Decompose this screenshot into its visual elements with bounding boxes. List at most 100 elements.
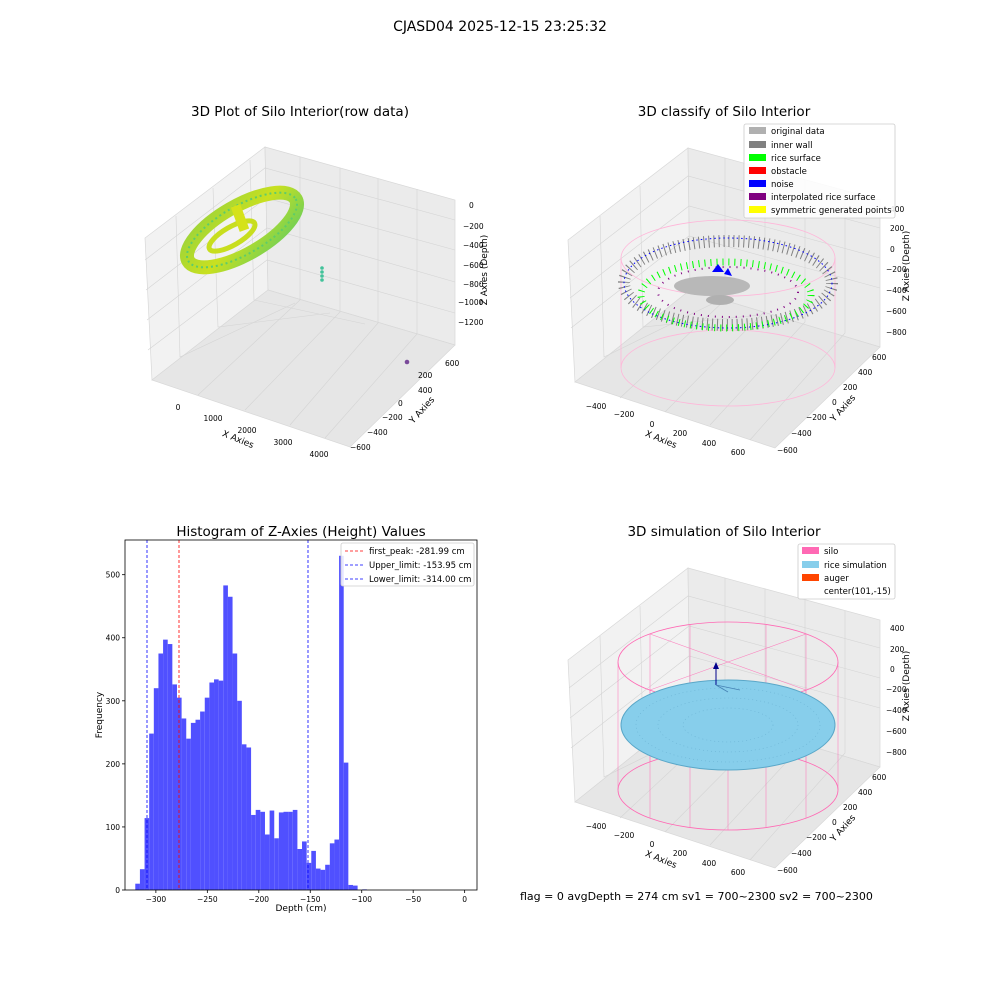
panel2-x-tick-0: −400: [586, 402, 607, 411]
legend-swatch: [749, 206, 766, 213]
panel1-y-tick-3: 0: [398, 399, 403, 408]
histogram-bar: [190, 722, 196, 890]
histogram-bar: [302, 841, 307, 890]
panel1-x-ticks: 0 1000 2000 3000 4000: [176, 403, 329, 459]
panel2-x-tick-4: 400: [702, 439, 717, 448]
histogram-bar: [135, 883, 140, 890]
panel2-z-tick-6: −800: [886, 328, 907, 337]
panel2-y-tick-3: 0: [832, 398, 837, 407]
panel4-z-tick-0: 400: [890, 624, 905, 633]
histogram-bar: [223, 585, 228, 890]
panel2-point-cloud: [618, 219, 838, 407]
panel2-z-label: Z Axies (Depth): [902, 231, 912, 302]
panel1-x-tick-3: 3000: [273, 438, 292, 447]
histogram-bar: [241, 744, 247, 890]
histogram-bar: [186, 738, 191, 890]
panel1-point-cloud: [179, 185, 410, 365]
histogram-bar: [339, 555, 344, 890]
histogram-bar: [204, 697, 210, 890]
panel2-x-ticks: −400 −200 0 200 400 600: [586, 402, 746, 457]
legend-entry: inner wall: [749, 141, 812, 151]
legend-entry: original data: [749, 127, 825, 137]
legend-label: symmetric generated points: [771, 206, 892, 216]
panel1-floor: [151, 289, 456, 448]
legend-swatch: [749, 180, 766, 187]
histogram-x-tick-label: −100: [351, 895, 372, 904]
histogram-bar: [153, 688, 159, 890]
histogram-x-tick-label: −250: [197, 895, 218, 904]
panel4-title: 3D simulation of Silo Interior: [627, 524, 821, 540]
histogram-bar: [352, 885, 358, 890]
histogram-bar: [237, 700, 242, 890]
histogram-bar: [149, 733, 154, 890]
histogram-bar: [315, 868, 321, 890]
legend-label: original data: [771, 127, 825, 137]
legend-entry: interpolated rice surface: [749, 193, 876, 203]
panel4-z-tick-5: −600: [886, 727, 907, 736]
histogram-bar: [306, 862, 312, 890]
histogram-bar: [158, 653, 164, 890]
histogram-bar: [232, 653, 238, 890]
legend-swatch: [749, 141, 766, 148]
panel1-z-label: Z Axies (Depth): [480, 235, 490, 306]
legend-label: rice simulation: [824, 561, 887, 571]
legend-entry: noise: [749, 180, 794, 190]
histogram-x-tick-label: −150: [300, 895, 321, 904]
histogram-bar: [214, 679, 219, 890]
histogram-bar: [172, 684, 177, 890]
panel1-y-tick-5: −400: [367, 428, 388, 437]
histogram-legend: first_peak: -281.99 cm Upper_limit: -153…: [340, 542, 475, 587]
histogram-x-tick-label: −200: [248, 895, 269, 904]
panel4-y-tick-4: −200: [806, 833, 827, 842]
panel-classify: 3D classify of Silo Interior: [567, 104, 912, 457]
panel2-gridlines: [568, 158, 881, 441]
panel2-y-tick-6: −600: [777, 446, 798, 455]
histogram-bar: [255, 809, 261, 890]
histogram-bar: [163, 639, 168, 890]
panel1-x-tick-0: 0: [176, 403, 181, 412]
panel2-title: 3D classify of Silo Interior: [638, 104, 811, 120]
histogram-bar: [297, 849, 303, 890]
histogram-bar: [209, 682, 215, 890]
legend-entry: rice surface: [749, 154, 821, 164]
histogram-bar: [269, 810, 275, 890]
legend-entry: rice simulation: [802, 561, 887, 571]
panel2-y-tick-0: 600: [872, 353, 887, 362]
histogram-y-tick-label: 300: [106, 697, 121, 706]
histogram-bar: [195, 719, 201, 890]
histogram-bar: [144, 818, 150, 890]
histogram-y-tick-label: 400: [106, 634, 121, 643]
panel1-z-tick-5: −1000: [458, 298, 484, 307]
legend-entry: silo: [802, 547, 838, 557]
panel4-y-tick-2: 200: [843, 803, 858, 812]
histogram-bar: [264, 834, 270, 890]
panel1-z-tick-3: −600: [463, 261, 484, 270]
legend-label: Upper_limit: -153.95 cm: [369, 561, 472, 571]
histogram-bar: [278, 812, 284, 890]
panel1-3d-box: [144, 146, 456, 448]
histogram-bar: [260, 811, 265, 890]
panel2-legend-box: [743, 123, 896, 219]
panel1-z-ticks: 0 −200 −400 −600 −800 −1000 −1200: [458, 201, 484, 327]
panel4-z-tick-1: 200: [890, 645, 905, 654]
panel4-y-ticks: 600 400 200 0 −200 −400 −600: [777, 773, 887, 875]
legend-entry: symmetric generated points: [749, 206, 892, 216]
legend-label: center(101,-15): [824, 587, 891, 597]
panel4-z-tick-4: −400: [886, 706, 907, 715]
legend-swatch: [802, 547, 819, 554]
panel1-y-tick-6: −600: [350, 443, 371, 452]
histogram-bar: [251, 814, 256, 890]
histogram-y-tick-label: 0: [115, 886, 120, 895]
histogram-bar: [343, 762, 349, 890]
panel2-x-tick-3: 200: [673, 429, 688, 438]
panel1-x-tick-1: 1000: [203, 414, 222, 423]
panel1-y-tick-2: 200: [418, 371, 433, 380]
legend-label: obstacle: [771, 167, 807, 177]
histogram-y-tick-label: 100: [106, 823, 121, 832]
panel2-y-tick-1: 400: [858, 368, 873, 377]
legend-label: first_peak: -281.99 cm: [369, 547, 465, 557]
panel4-y-tick-3: 0: [832, 818, 837, 827]
panel-simulation: 3D simulation of Silo Interior: [567, 524, 912, 877]
legend-swatch: [749, 193, 766, 200]
histogram-bar: [200, 711, 205, 890]
